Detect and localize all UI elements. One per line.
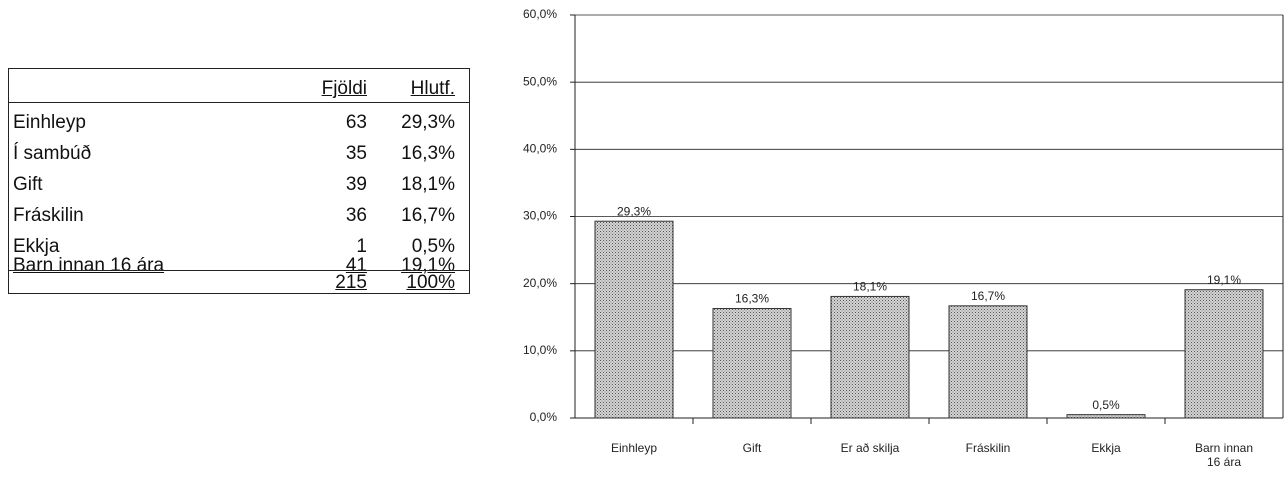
data-label: 19,1% bbox=[1207, 273, 1241, 287]
table-row: Ekkja 1 0,5% bbox=[9, 235, 469, 259]
table-row: Fráskilin 36 16,7% bbox=[9, 204, 469, 228]
x-tick-label: Ekkja bbox=[1091, 441, 1121, 455]
y-tick-label: 40,0% bbox=[523, 142, 557, 156]
bar bbox=[948, 305, 1028, 419]
data-label: 29,3% bbox=[617, 204, 651, 218]
bar bbox=[712, 308, 792, 419]
y-tick-label: 50,0% bbox=[523, 74, 557, 88]
x-tick-label: Fráskilin bbox=[965, 441, 1011, 455]
data-label: 18,1% bbox=[853, 280, 887, 294]
bar bbox=[594, 220, 674, 419]
table-row: Gift 39 18,1% bbox=[9, 173, 469, 197]
row-count: 36 bbox=[345, 205, 367, 226]
row-share: 16,7% bbox=[401, 205, 455, 226]
row-count: 39 bbox=[345, 174, 367, 195]
row-share: 0,5% bbox=[411, 236, 455, 257]
row-share: 29,3% bbox=[401, 112, 455, 133]
x-tick-label: Einhleyp bbox=[610, 441, 658, 455]
y-tick-label: 60,0% bbox=[523, 7, 557, 21]
data-label: 0,5% bbox=[1092, 398, 1120, 412]
data-label: 16,7% bbox=[971, 289, 1005, 303]
table: Fjöldi Hlutf. Einhleyp 63 29,3% Í sambúð 35 1… bbox=[8, 68, 470, 294]
row-label: Ekkja bbox=[13, 236, 60, 257]
rule bbox=[9, 102, 469, 103]
y-tick-label: 30,0% bbox=[523, 209, 557, 223]
x-tick-label: Gift bbox=[742, 441, 762, 455]
column-header: Hlutf. bbox=[410, 78, 455, 99]
y-tick-label: 0,0% bbox=[530, 410, 558, 424]
total-row: 215 100% bbox=[9, 271, 469, 295]
x-tick-label: Barn innan 16 ára bbox=[1194, 441, 1254, 469]
row-label: Einhleyp bbox=[13, 112, 86, 133]
bar bbox=[1066, 414, 1146, 419]
row-share: 16,3% bbox=[401, 143, 455, 164]
header-row: Fjöldi Hlutf. bbox=[9, 77, 469, 101]
y-tick-label: 20,0% bbox=[523, 276, 557, 290]
row-count: 1 bbox=[356, 236, 367, 257]
data-label: 16,3% bbox=[735, 292, 769, 306]
rule bbox=[9, 270, 469, 271]
total-count: 215 bbox=[335, 272, 367, 293]
row-count: 35 bbox=[345, 143, 367, 164]
y-tick-label: 10,0% bbox=[523, 343, 557, 357]
table-row: Í sambúð 35 16,3% bbox=[9, 142, 469, 166]
x-tick-label: Er að skilja bbox=[840, 441, 900, 455]
row-label: Gift bbox=[13, 174, 43, 195]
bar bbox=[1184, 289, 1264, 419]
row-label: Fráskilin bbox=[13, 205, 84, 226]
row-count: 63 bbox=[345, 112, 367, 133]
row-share: 18,1% bbox=[401, 174, 455, 195]
total-share: 100% bbox=[406, 272, 455, 293]
bar bbox=[830, 295, 910, 419]
column-header: Fjöldi bbox=[321, 78, 367, 99]
table-row: Einhleyp 63 29,3% bbox=[9, 111, 469, 135]
row-label: Í sambúð bbox=[13, 143, 92, 164]
